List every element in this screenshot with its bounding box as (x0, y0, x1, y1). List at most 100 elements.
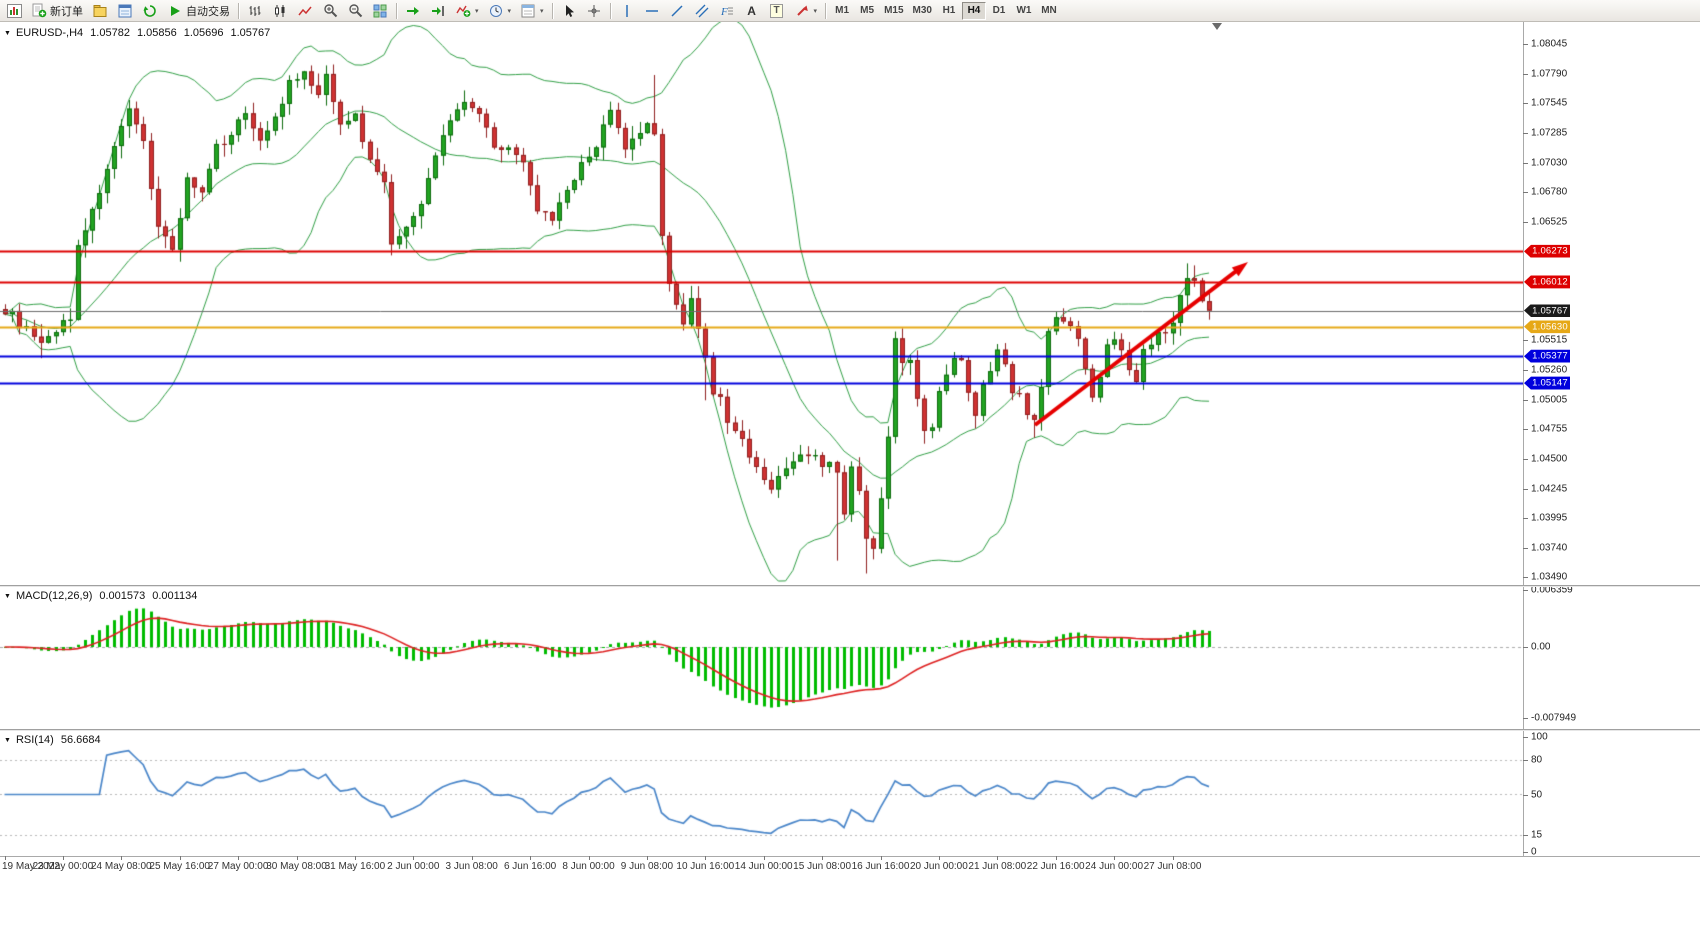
current-price-tag[interactable]: 1.05767 (1524, 304, 1570, 318)
panel-splitter-rsi[interactable] (0, 729, 1700, 731)
time-axis-label: 27 May 00:00 (207, 861, 269, 872)
text-icon: A (747, 3, 756, 18)
time-axis-label: 27 Jun 08:00 (1143, 861, 1202, 872)
timeframe-h4-button[interactable]: H4 (961, 1, 986, 20)
price-line-tag[interactable]: 1.05377 (1524, 349, 1570, 363)
candlestick-chart-button[interactable] (268, 1, 292, 21)
crosshair-button[interactable] (582, 1, 606, 21)
chart-shift-button[interactable] (426, 1, 450, 21)
rsi-axis-label: 0 (1531, 846, 1537, 858)
timeframe-m15-button[interactable]: M15 (880, 2, 907, 20)
price-axis-tick (1523, 340, 1528, 342)
timeframe-h1-button[interactable]: H1 (937, 2, 961, 20)
periods-button[interactable]: ▾ (484, 1, 516, 21)
zoom-in-button[interactable] (318, 1, 342, 21)
price-line-tag[interactable]: 1.06273 (1524, 244, 1570, 258)
cursor-button[interactable] (557, 1, 581, 21)
chevron-down-icon: ▾ (813, 7, 818, 15)
timeframe-w1-button[interactable]: W1 (1012, 2, 1036, 20)
timeframe-m1-button[interactable]: M1 (830, 2, 854, 20)
rsi-axis-label: 80 (1531, 754, 1543, 766)
price-chart-canvas[interactable] (0, 22, 1523, 585)
trendline-button[interactable] (665, 1, 689, 21)
macd-panel-canvas[interactable] (0, 587, 1523, 729)
chart-shift-marker[interactable] (1212, 23, 1222, 30)
tile-windows-icon (372, 3, 388, 19)
templates-button[interactable]: ▾ (516, 1, 548, 21)
channel-button[interactable] (690, 1, 714, 21)
chart-shift-icon (430, 3, 446, 19)
time-axis-tick (472, 856, 473, 860)
price-line-tag[interactable]: 1.05630 (1524, 320, 1570, 334)
time-axis-tick (413, 856, 414, 860)
time-axis-tick (822, 856, 823, 860)
collapse-icon: ▼ (4, 592, 11, 600)
rsi-panel-canvas[interactable] (0, 731, 1523, 856)
panel-splitter-macd[interactable] (0, 585, 1700, 587)
chevron-down-icon: ▾ (507, 7, 512, 15)
time-axis-tick (297, 856, 298, 860)
price-axis-label: 1.04755 (1531, 423, 1568, 435)
price-line-tag[interactable]: 1.05147 (1524, 376, 1570, 390)
price-line-tag[interactable]: 1.06012 (1524, 275, 1570, 289)
auto-scroll-button[interactable] (401, 1, 425, 21)
time-axis-label: 22 Jun 16:00 (1026, 861, 1085, 872)
fibonacci-icon: F (719, 3, 735, 19)
zoom-out-button[interactable] (343, 1, 367, 21)
clock-icon (488, 3, 504, 19)
time-axis-tick (121, 856, 122, 860)
time-axis-tick (1173, 856, 1174, 860)
time-axis-tick (647, 856, 648, 860)
open-value: 1.05782 (90, 27, 130, 39)
price-axis-tick (1523, 162, 1528, 164)
vertical-line-button[interactable] (615, 1, 639, 21)
arrows-button[interactable]: ▾ (790, 1, 822, 21)
timeframe-d1-button[interactable]: D1 (987, 2, 1011, 20)
line-chart-button[interactable] (293, 1, 317, 21)
time-axis-label: 6 Jun 16:00 (503, 861, 557, 872)
auto-trading-button[interactable]: 自动交易 (163, 1, 234, 21)
bar-chart-button[interactable] (243, 1, 267, 21)
tile-windows-button[interactable] (368, 1, 392, 21)
timeframe-m5-button[interactable]: M5 (855, 2, 879, 20)
fibonacci-button[interactable]: F (715, 1, 739, 21)
time-axis-tick (881, 856, 882, 860)
rsi-axis-tick (1523, 852, 1528, 853)
macd-main-value: 0.001573 (99, 590, 146, 602)
time-axis-tick (180, 856, 181, 860)
time-axis-tick (939, 856, 940, 860)
trendline-icon (669, 3, 685, 19)
rsi-axis-label: 15 (1531, 829, 1543, 841)
chart-profiles-button[interactable] (88, 1, 112, 21)
price-axis-label: 1.06525 (1531, 216, 1568, 228)
data-window-button[interactable] (113, 1, 137, 21)
time-axis-label: 14 Jun 00:00 (734, 861, 793, 872)
rsi-indicator-label: RSI(14) (15, 734, 54, 746)
price-axis-label: 1.06780 (1531, 186, 1568, 198)
price-axis-tick (1523, 102, 1528, 104)
chevron-down-icon: ▾ (475, 7, 479, 15)
rsi-panel-header: ▼ RSI(14) 56.6684 (4, 734, 101, 746)
timeframe-m30-button[interactable]: M30 (909, 2, 936, 20)
toolbar-separator (396, 2, 397, 19)
play-icon (167, 3, 183, 19)
price-axis-label: 1.05005 (1531, 394, 1568, 406)
time-axis-tick (997, 856, 998, 860)
new-order-button[interactable]: 新订单 (27, 1, 87, 21)
time-axis-label: 30 May 08:00 (266, 861, 327, 872)
auto-trading-button-label: 自动交易 (186, 5, 230, 18)
horizontal-line-button[interactable] (640, 1, 664, 21)
time-axis-tick (530, 856, 531, 860)
auto-scroll-icon (405, 3, 421, 19)
price-axis-tick (1523, 488, 1528, 490)
macd-axis-label: 0.006359 (1531, 584, 1573, 596)
macd-indicator-label: MACD(12,26,9) (15, 590, 93, 602)
text-button[interactable]: A (740, 1, 764, 21)
timeframe-mn-button[interactable]: MN (1037, 2, 1061, 20)
new-chart-button[interactable] (2, 1, 26, 21)
text-label-button[interactable]: T (765, 1, 789, 21)
indicators-button[interactable]: ▾ (451, 1, 483, 21)
time-axis-tick (63, 856, 64, 860)
bar-chart-icon (247, 3, 263, 19)
strategy-tester-button[interactable] (138, 1, 162, 21)
